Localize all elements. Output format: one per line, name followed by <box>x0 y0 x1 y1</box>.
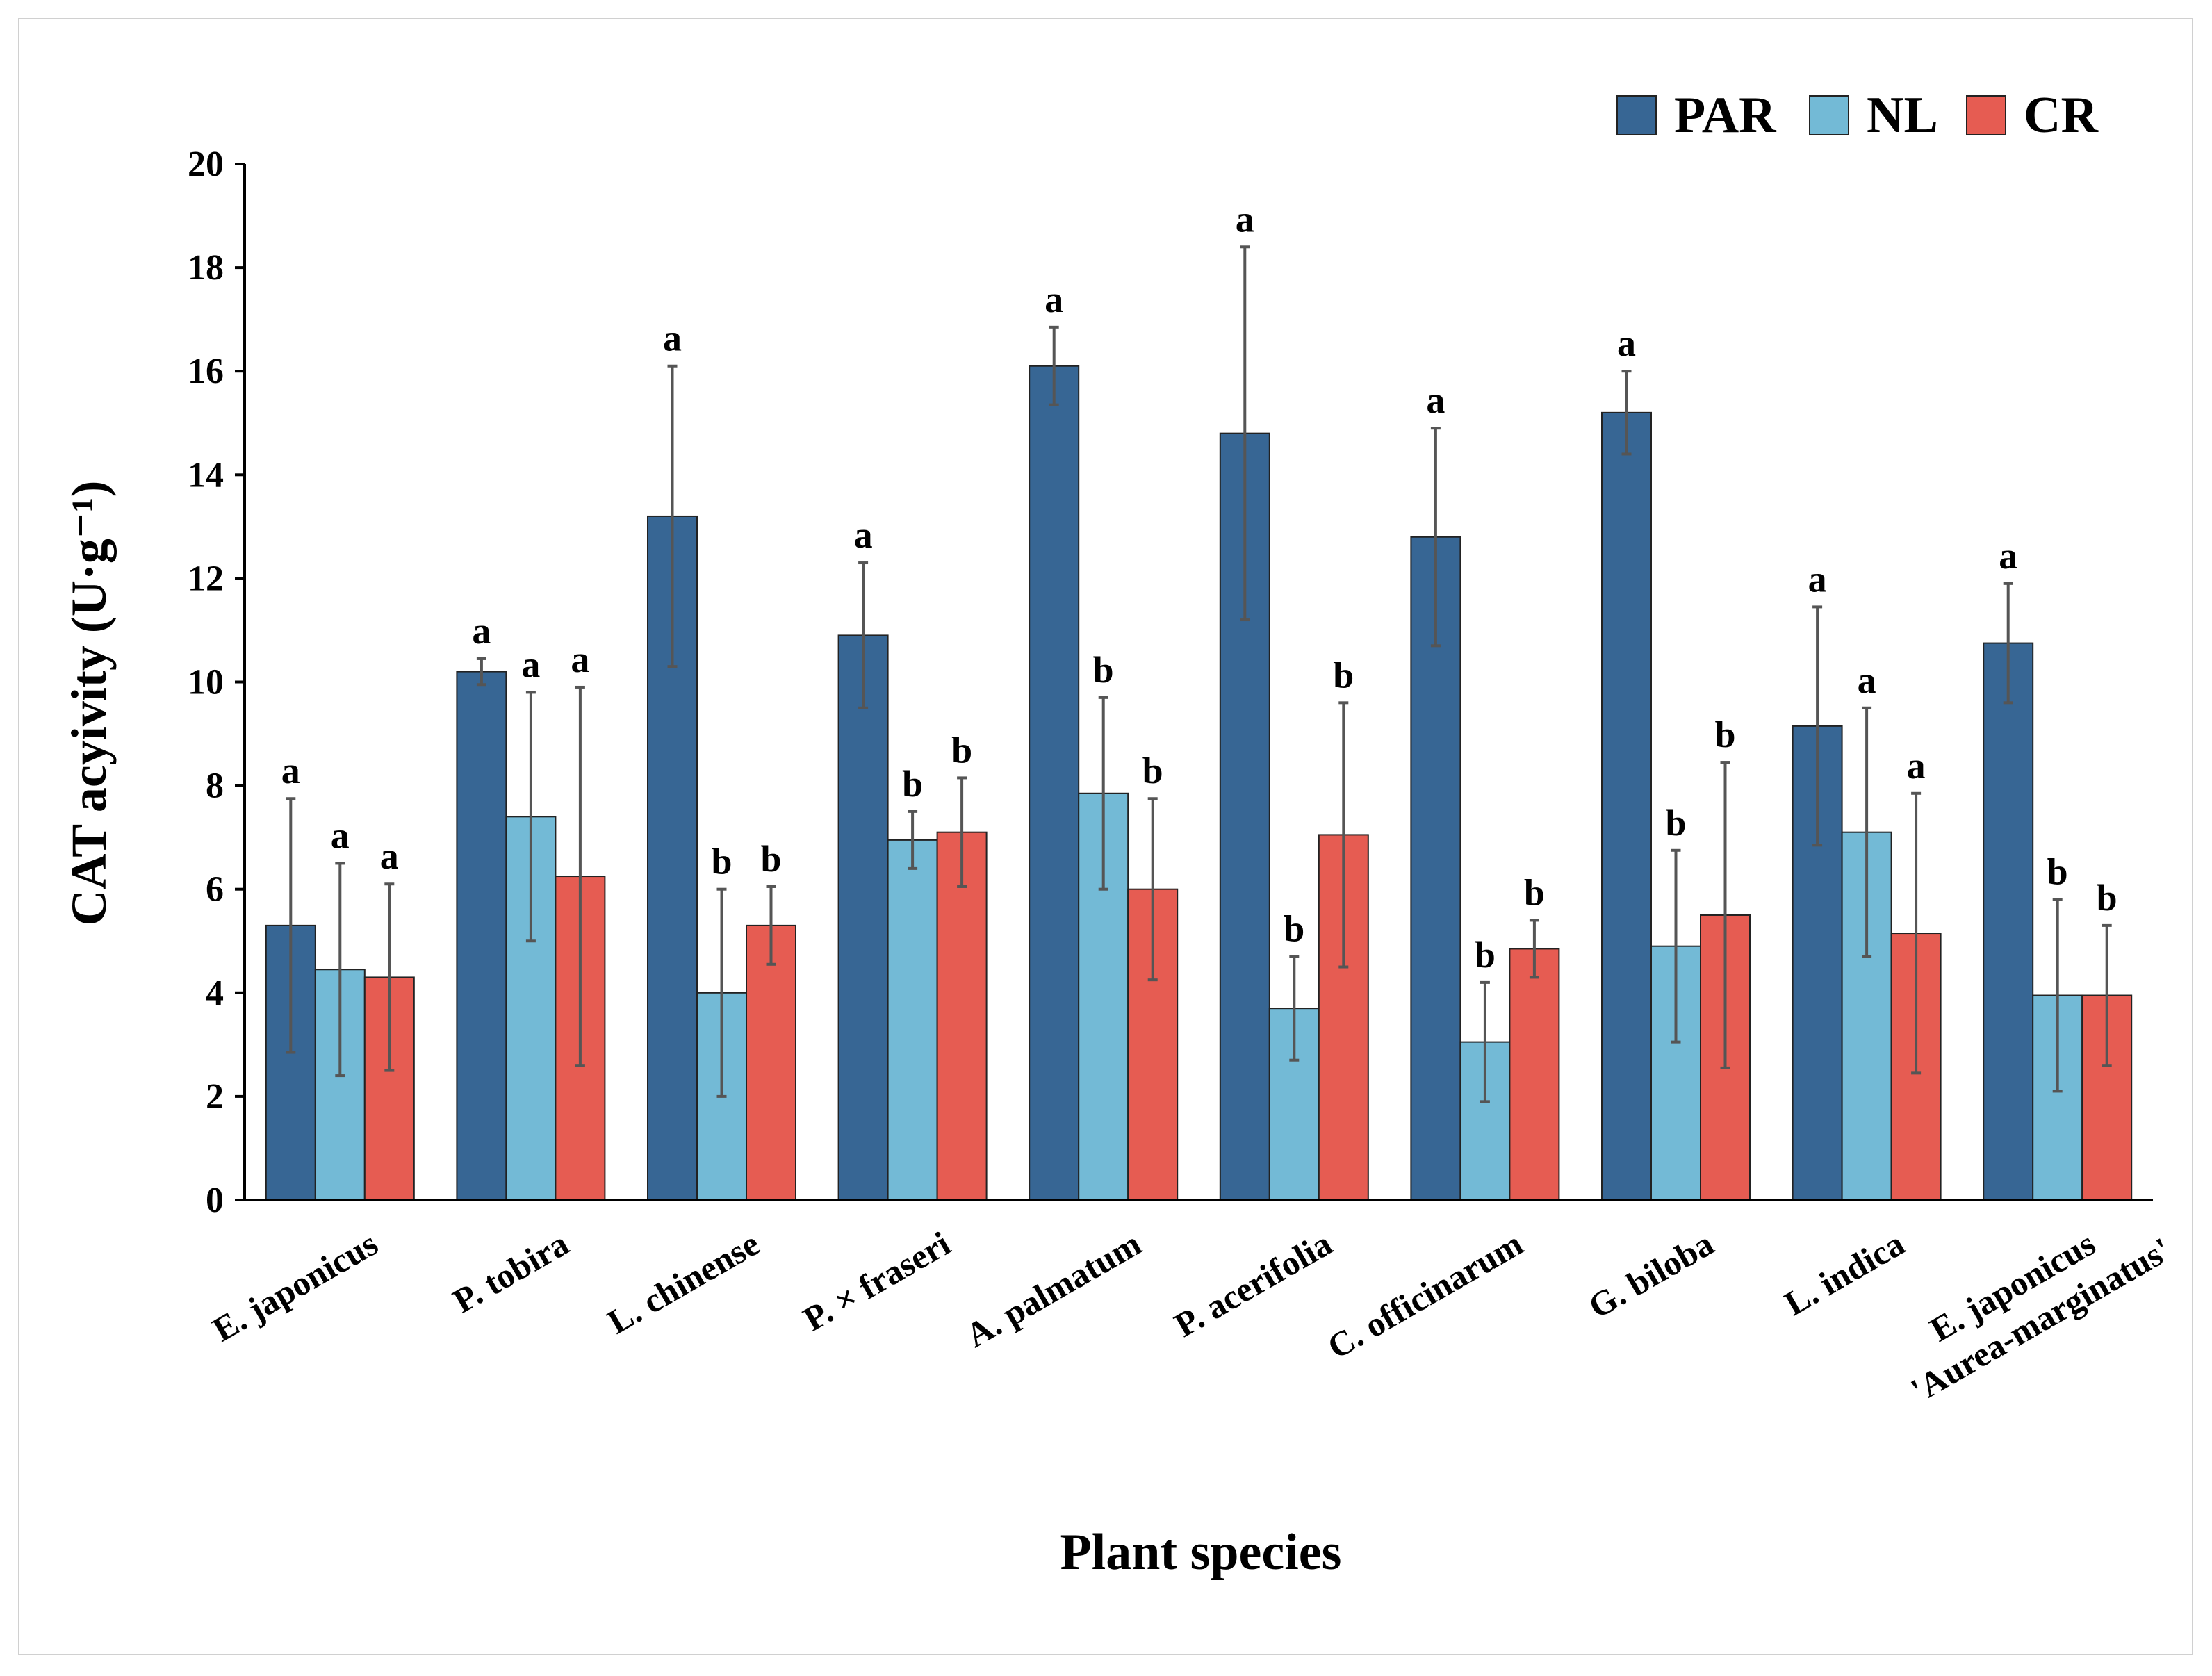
significance-letter: a <box>1999 535 2017 577</box>
y-tick-label: 12 <box>188 559 224 598</box>
x-category-label: L. indica <box>1778 1224 1911 1323</box>
legend-swatch-par <box>1616 95 1657 135</box>
x-category-label-line: E. japonicus <box>206 1224 384 1349</box>
x-category-label: C. officinarum <box>1321 1224 1530 1366</box>
legend-label-nl: NL <box>1867 87 1938 144</box>
x-category-label-line: P. × fraseri <box>796 1224 956 1338</box>
x-category-label: E. japonicus <box>206 1224 384 1349</box>
bar-par <box>456 671 507 1201</box>
x-axis-title: Plant species <box>1060 1524 1342 1581</box>
x-category-label: P. acerifolia <box>1168 1224 1338 1345</box>
significance-letter: a <box>663 318 682 359</box>
significance-letter: a <box>331 814 350 856</box>
y-tick-label: 4 <box>206 973 224 1013</box>
x-category-label-line: L. chinense <box>601 1224 766 1341</box>
x-category-label: L. chinense <box>601 1224 766 1341</box>
legend-swatch-nl <box>1809 95 1849 135</box>
legend-label-par: PAR <box>1674 87 1777 144</box>
bar-cr <box>936 831 988 1201</box>
significance-letter: a <box>380 835 399 877</box>
significance-letter: b <box>1665 802 1686 844</box>
x-category-label-line: C. officinarum <box>1321 1224 1530 1366</box>
y-tick-label: 8 <box>206 766 224 806</box>
significance-letter: b <box>1142 750 1163 791</box>
x-category-label-line: P. acerifolia <box>1168 1224 1338 1345</box>
bar-cr <box>746 924 796 1201</box>
significance-letter: a <box>571 639 589 680</box>
y-tick-label: 16 <box>188 352 224 391</box>
y-tick-label: 6 <box>206 870 224 910</box>
x-category-label: P. × fraseri <box>796 1224 956 1338</box>
bar-par <box>1029 365 1080 1201</box>
significance-letter: a <box>472 610 491 652</box>
legend-label-cr: CR <box>2024 87 2099 144</box>
significance-letter: b <box>760 838 781 880</box>
significance-letter: b <box>1714 714 1735 755</box>
significance-letter: a <box>1236 198 1254 240</box>
bar-par <box>1601 411 1652 1201</box>
significance-letter: a <box>1808 558 1827 600</box>
x-category-label-line: P. tobira <box>446 1224 575 1320</box>
bar-par <box>837 634 889 1201</box>
significance-letter: b <box>1524 871 1545 913</box>
x-category-label: A. palmatum <box>959 1224 1147 1355</box>
x-category-label: G. biloba <box>1582 1224 1720 1326</box>
significance-letter: a <box>1617 322 1636 364</box>
significance-letter: b <box>1475 934 1496 976</box>
significance-letter: b <box>951 729 972 771</box>
significance-letter: b <box>2047 851 2068 893</box>
y-tick-label: 18 <box>188 248 224 288</box>
significance-letter: b <box>1333 654 1354 696</box>
x-category-label: E. japonicus'Aurea-marginatus' <box>1883 1192 2177 1410</box>
x-category-label: P. tobira <box>446 1224 575 1320</box>
legend-swatch-cr <box>1966 95 2006 135</box>
significance-letter: a <box>1858 659 1876 701</box>
significance-letter: b <box>1093 649 1114 691</box>
x-category-label-line: L. indica <box>1778 1224 1911 1323</box>
significance-letter: a <box>281 750 300 791</box>
bar-cr <box>1509 948 1560 1201</box>
bar-par <box>1983 642 2034 1201</box>
y-tick-label: 2 <box>206 1077 224 1117</box>
y-tick-label: 0 <box>206 1181 224 1220</box>
significance-letter: b <box>711 841 732 882</box>
y-axis-title: CAT acyivity (U·g⁻¹) <box>61 481 117 926</box>
bar-nl <box>887 839 938 1201</box>
y-tick-label: 20 <box>188 145 224 184</box>
significance-letter: a <box>1907 745 1926 787</box>
significance-letter: b <box>1284 908 1304 950</box>
significance-letter: a <box>521 643 540 685</box>
significance-letter: a <box>1426 379 1445 421</box>
significance-letter: b <box>902 763 923 805</box>
significance-letter: b <box>2097 877 2117 919</box>
bar-par <box>1410 536 1461 1201</box>
x-category-label-line: A. palmatum <box>959 1224 1147 1355</box>
y-tick-label: 14 <box>188 455 224 495</box>
y-tick-label: 10 <box>188 663 224 703</box>
significance-letter: a <box>854 514 873 556</box>
x-category-label-line: G. biloba <box>1582 1224 1720 1326</box>
significance-letter: a <box>1044 279 1063 320</box>
